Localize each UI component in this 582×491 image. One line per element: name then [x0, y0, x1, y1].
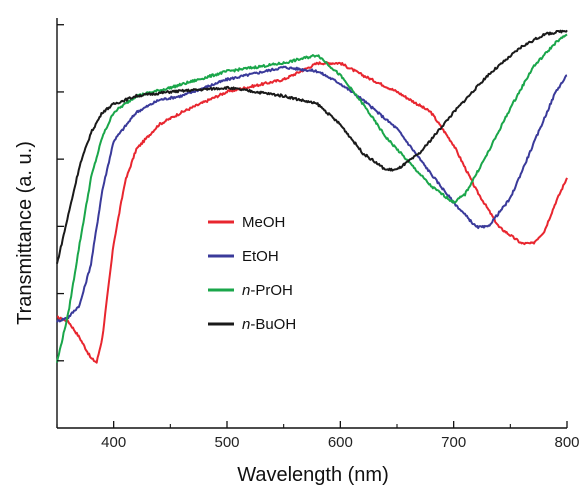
series-line-1 — [56, 65, 568, 323]
x-tick-label: 800 — [554, 434, 579, 451]
legend-label-text: EtOH — [242, 248, 279, 265]
x-axis: 400 500 600 700 800 — [56, 421, 580, 451]
x-tick-label: 400 — [101, 434, 126, 451]
series-line-3 — [56, 29, 568, 264]
series-line-2 — [56, 33, 568, 363]
legend-label: n-PrOH — [242, 282, 293, 299]
legend-label-text: -BuOH — [250, 316, 296, 333]
y-axis — [57, 24, 64, 362]
x-tick-label: 500 — [214, 434, 239, 451]
legend-label: EtOH — [242, 248, 279, 265]
series-layer — [56, 29, 568, 364]
legend-label-prefix: n — [242, 282, 250, 299]
legend-label: n-BuOH — [242, 316, 296, 333]
legend-label-prefix: n — [242, 316, 250, 333]
x-axis-label: Wavelength (nm) — [237, 464, 389, 486]
series-line-0 — [56, 61, 568, 364]
legend-label-text: -PrOH — [250, 282, 293, 299]
x-tick-label: 700 — [441, 434, 466, 451]
legend-label-text: MeOH — [242, 214, 285, 231]
legend-label: MeOH — [242, 214, 285, 231]
y-axis-label: Transmittance (a. u.) — [14, 141, 36, 325]
x-tick-label: 600 — [328, 434, 353, 451]
